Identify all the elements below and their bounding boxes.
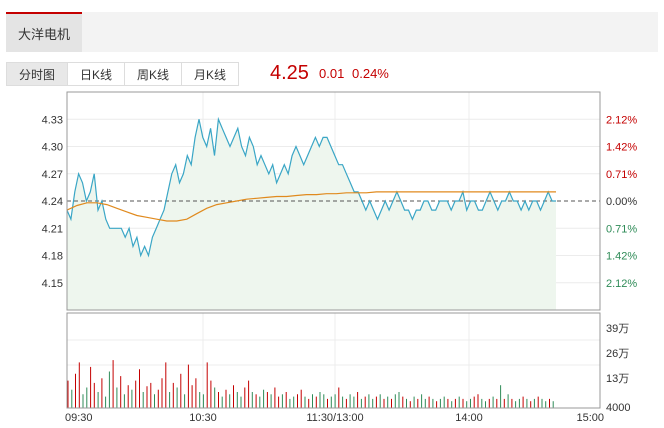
volume-axis-labels: 39万 26万 13万 4000 <box>606 323 630 414</box>
tab-monthly-k[interactable]: 月K线 <box>181 62 240 86</box>
percent-tick-label: 1.42% <box>606 142 637 154</box>
percent-tick-label: 0.71% <box>606 223 637 235</box>
price-area-fill <box>67 119 556 310</box>
chart-type-tabs: 分时图 日K线 周K线 月K线 <box>6 62 240 86</box>
time-tick-label: 09:30 <box>65 412 93 424</box>
percent-tick-label: 2.12% <box>606 114 637 126</box>
price-tick-label: 4.21 <box>42 223 63 235</box>
time-axis-labels: 09:30 10:30 11:30/13:00 14:00 15:00 <box>65 412 604 424</box>
volume-tick-label: 26万 <box>606 348 629 360</box>
average-price-line <box>66 191 556 222</box>
price-tick-label: 4.18 <box>42 251 63 263</box>
time-tick-label: 11:30/13:00 <box>306 412 363 424</box>
header-bar: 大洋电机 <box>6 12 658 52</box>
price-axis-labels: 4.33 4.30 4.27 4.24 4.21 4.18 4.15 <box>42 114 63 290</box>
tab-weekly-k[interactable]: 周K线 <box>124 62 183 86</box>
volume-bars <box>67 360 554 408</box>
tab-intraday[interactable]: 分时图 <box>6 62 69 86</box>
volume-tick-label: 4000 <box>606 402 630 414</box>
volume-panel-border <box>66 312 601 409</box>
price-tick-label: 4.30 <box>42 142 63 154</box>
price-tick-label: 4.27 <box>42 169 63 181</box>
price-tick-label: 4.15 <box>42 278 63 290</box>
price-tick-label: 4.33 <box>42 114 63 126</box>
price-change: 0.01 <box>319 66 345 81</box>
percent-tick-label: 0.71% <box>606 169 637 181</box>
percent-tick-label: 2.12% <box>606 278 637 290</box>
price-panel-border <box>66 91 601 311</box>
price-change-percent: 0.24% <box>352 66 389 81</box>
percent-tick-label: 0.00% <box>606 196 637 208</box>
volume-tick-label: 39万 <box>606 323 629 335</box>
price-tick-label: 4.24 <box>42 196 63 208</box>
volume-tick-label: 13万 <box>606 373 629 385</box>
percent-tick-label: 1.42% <box>606 251 637 263</box>
percent-axis-labels: 2.12% 1.42% 0.71% 0.00% 0.71% 1.42% 2.12% <box>606 114 637 290</box>
price-line <box>66 116 556 258</box>
time-tick-label: 10:30 <box>189 412 217 424</box>
time-tick-label: 14:00 <box>455 412 483 424</box>
stock-name-tab[interactable]: 大洋电机 <box>6 12 82 52</box>
time-tick-label: 15:00 <box>576 412 604 424</box>
current-price: 4.25 <box>270 62 309 84</box>
